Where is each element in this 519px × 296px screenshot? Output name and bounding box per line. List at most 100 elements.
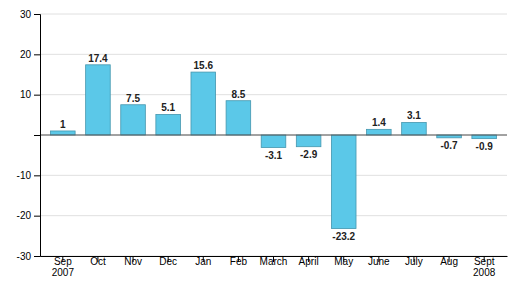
bar xyxy=(261,135,286,148)
bar xyxy=(121,105,146,135)
x-tick-label: Jan xyxy=(195,256,211,267)
x-tick: April xyxy=(299,256,319,267)
y-tick-label: -20 xyxy=(17,210,32,221)
x-tick-label-line: Sept xyxy=(474,256,495,267)
x-tick-label-line: 2007 xyxy=(52,267,75,278)
y-tick-mark xyxy=(34,95,40,96)
grid-line xyxy=(40,54,507,55)
y-tick: 30 xyxy=(20,9,40,20)
data-label: -0.7 xyxy=(440,140,458,151)
bar xyxy=(86,65,111,135)
x-tick-label: Sept2008 xyxy=(473,256,496,278)
data-labels: 1 17.4 7.5 5.1 15.6 8.5 -3.1 -2.9 -23.2 1.4 3.1 -0.… xyxy=(60,53,493,242)
x-tick-label: July xyxy=(405,256,423,267)
x-tick: Oct xyxy=(90,256,106,267)
x-tick-label: Nov xyxy=(124,256,142,267)
x-tick-label-line: March xyxy=(260,256,288,267)
data-label: -2.9 xyxy=(300,149,318,160)
y-tick: 10 xyxy=(20,89,40,100)
y-tick-mark xyxy=(34,135,40,136)
y-tick: 20 xyxy=(20,49,40,60)
zero-line xyxy=(40,135,507,136)
x-axis: Sep2007 Oct Nov Dec Jan Feb March April May June J… xyxy=(41,256,508,278)
plot: -30 -20 -10 10 20 30 Sep2007 Oct Nov Dec Jan Feb Mar… xyxy=(17,9,508,278)
y-tick: -20 xyxy=(17,210,40,221)
x-tick: May xyxy=(334,256,353,267)
x-tick-label-line: May xyxy=(334,256,353,267)
x-tick-label-line: Nov xyxy=(124,256,142,267)
x-tick: July xyxy=(405,256,423,267)
x-tick-label: Aug xyxy=(440,256,458,267)
x-tick-label-line: July xyxy=(405,256,423,267)
y-tick-mark xyxy=(34,54,40,55)
x-tick: Aug xyxy=(440,256,458,267)
y-axis-line xyxy=(34,15,41,257)
grid-line xyxy=(40,175,507,176)
y-tick: -30 xyxy=(17,251,40,262)
y-tick-label: 30 xyxy=(20,9,32,20)
grid-line xyxy=(40,135,507,136)
data-label: -23.2 xyxy=(332,231,355,242)
bar xyxy=(331,135,356,229)
grid-line xyxy=(40,14,507,15)
y-tick-mark xyxy=(34,256,40,257)
data-label: 8.5 xyxy=(231,89,245,100)
data-label: 7.5 xyxy=(126,93,140,104)
y-axis: -30 -20 -10 10 20 30 xyxy=(17,9,41,262)
x-tick-label: April xyxy=(299,256,319,267)
bar xyxy=(226,101,251,135)
x-tick-label-line: Sep xyxy=(54,256,72,267)
bar xyxy=(51,131,76,135)
x-tick: Sept2008 xyxy=(473,256,496,278)
bar xyxy=(156,114,181,135)
x-tick-label-line: Dec xyxy=(159,256,177,267)
y-tick-label: 10 xyxy=(20,89,32,100)
x-tick: Feb xyxy=(230,256,248,267)
bars xyxy=(51,65,497,229)
chart: -30 -20 -10 10 20 30 Sep2007 Oct Nov Dec Jan Feb Mar… xyxy=(0,0,519,296)
x-tick-label: May xyxy=(334,256,353,267)
x-tick-label-line: April xyxy=(299,256,319,267)
y-tick-mark xyxy=(34,216,40,217)
grid xyxy=(40,14,507,256)
x-tick-label-line: Jan xyxy=(195,256,211,267)
y-tick-label: -30 xyxy=(17,251,32,262)
data-label: 5.1 xyxy=(161,102,175,113)
data-label: -0.9 xyxy=(476,141,494,152)
x-tick: Nov xyxy=(124,256,142,267)
data-label: 15.6 xyxy=(194,60,214,71)
x-tick-label: Dec xyxy=(159,256,177,267)
x-tick: March xyxy=(260,256,288,267)
x-tick-label-line: Feb xyxy=(230,256,248,267)
bar xyxy=(367,129,392,135)
x-tick-label: Sep2007 xyxy=(52,256,75,278)
x-tick-label-line: June xyxy=(368,256,390,267)
data-label: 1.4 xyxy=(372,117,386,128)
x-tick-label: March xyxy=(260,256,288,267)
chart-container: -30 -20 -10 10 20 30 Sep2007 Oct Nov Dec Jan Feb Mar… xyxy=(0,0,519,296)
y-tick xyxy=(34,135,40,136)
x-tick-label-line: Aug xyxy=(440,256,458,267)
x-tick-label: Feb xyxy=(230,256,248,267)
x-tick-label-line: 2008 xyxy=(473,267,496,278)
x-tick: Sep2007 xyxy=(52,256,75,278)
x-tick: June xyxy=(368,256,390,267)
bar xyxy=(296,135,321,147)
grid-line xyxy=(40,215,507,216)
x-tick-label: June xyxy=(368,256,390,267)
x-tick-label: Oct xyxy=(90,256,106,267)
y-tick: -10 xyxy=(17,170,40,181)
bar xyxy=(402,122,427,135)
data-label: 1 xyxy=(60,119,66,130)
bar xyxy=(191,72,216,135)
data-label: -3.1 xyxy=(265,150,283,161)
x-tick-label-line: Oct xyxy=(90,256,106,267)
bar xyxy=(472,135,497,139)
y-tick-label: 20 xyxy=(20,49,32,60)
data-label: 3.1 xyxy=(407,110,421,121)
y-tick-label: -10 xyxy=(17,170,32,181)
y-tick-mark xyxy=(34,175,40,176)
y-tick-mark xyxy=(34,14,40,15)
x-tick: Jan xyxy=(195,256,211,267)
data-label: 17.4 xyxy=(88,53,108,64)
